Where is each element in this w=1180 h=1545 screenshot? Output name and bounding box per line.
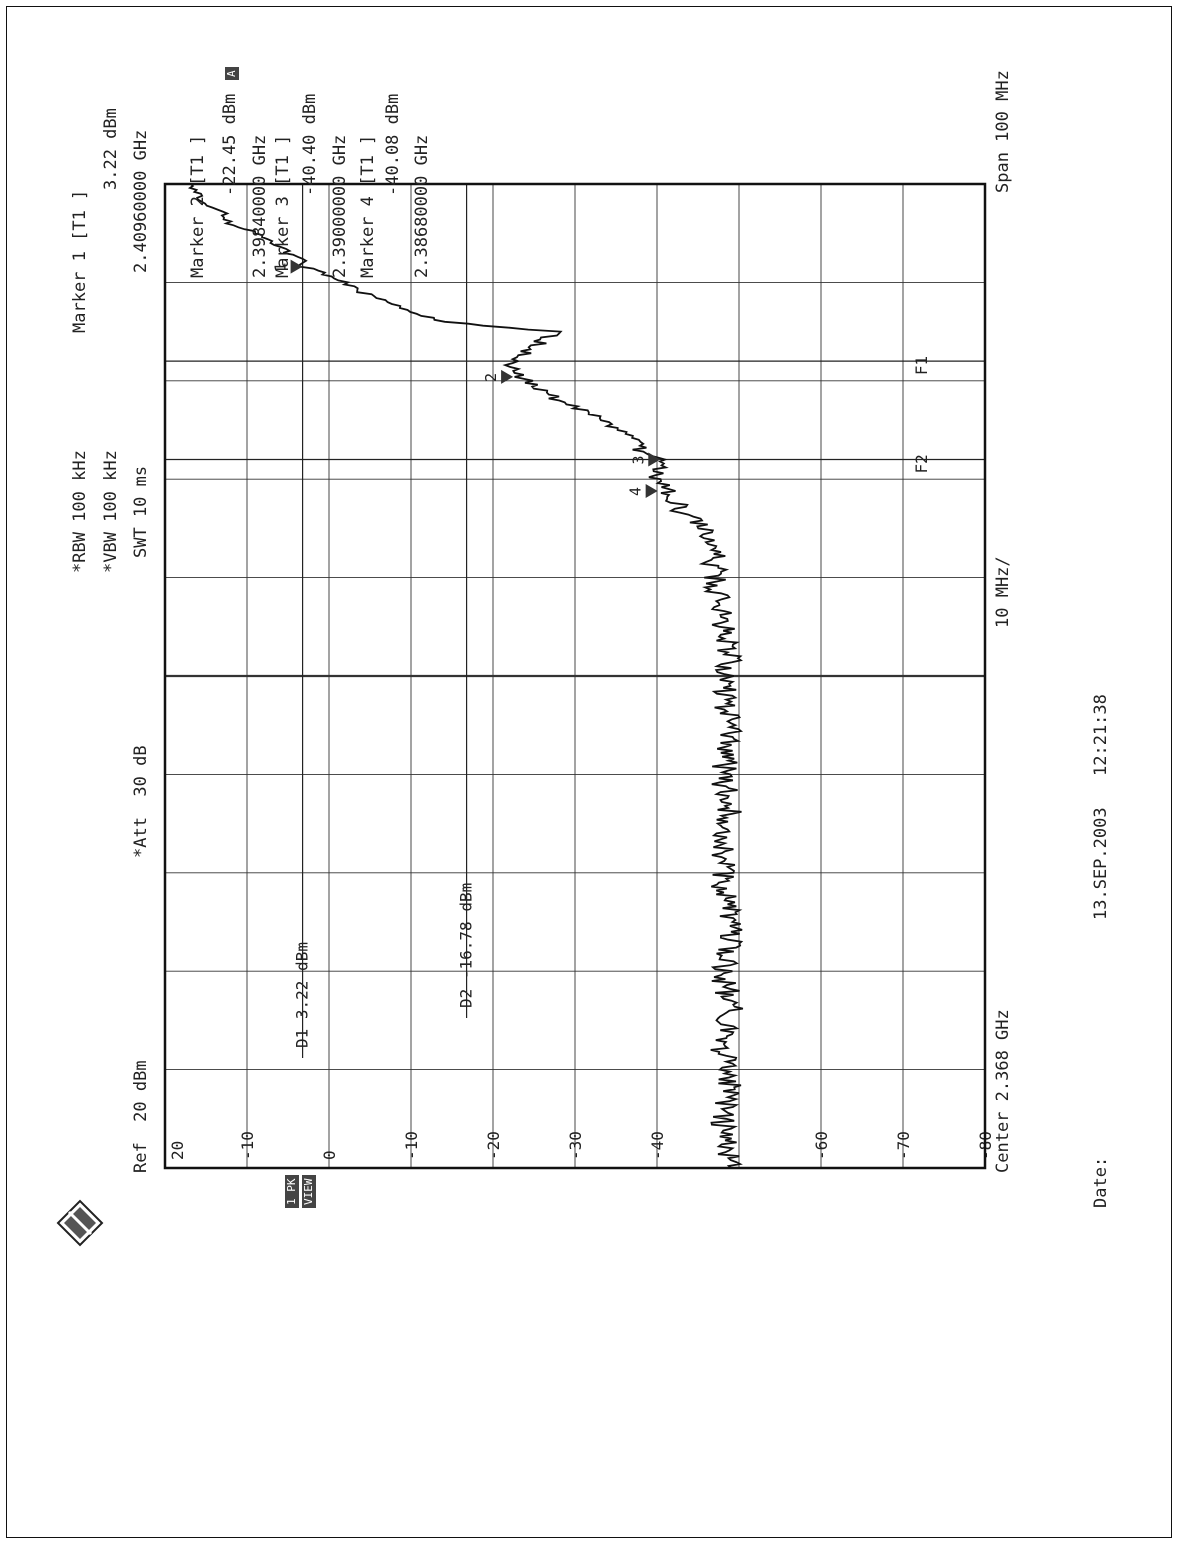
marker2-level: -22.45 dBm: [220, 93, 240, 196]
marker4-title: Marker 4 [T1 ]: [358, 134, 378, 278]
frequency-line-label: F1: [912, 356, 931, 375]
marker4-level: -40.08 dBm: [383, 93, 403, 196]
spectrum-trace: [187, 183, 744, 1169]
y-tick-label: 0: [320, 1150, 339, 1160]
date-value: 13.SEP.2003: [1091, 807, 1111, 920]
marker3-title: Marker 3 [T1 ]: [273, 134, 293, 278]
freq-per-div-label: 10 MHz/: [993, 556, 1013, 628]
y-tick-label: -20: [484, 1131, 503, 1160]
time-value: 12:21:38: [1091, 694, 1111, 776]
display-line-label: D1 3.22 dBm: [293, 942, 312, 1048]
marker-triangle: [648, 452, 661, 467]
center-freq-label: Center 2.368 GHz: [993, 1009, 1013, 1173]
display-lines: D1 3.22 dBm D2 -16.78 dBm: [293, 184, 476, 1058]
marker2-title: Marker 2 [T1 ]: [188, 134, 208, 278]
marker-number-label: 2: [482, 373, 500, 382]
y-tick-label: 20: [168, 1141, 187, 1160]
y-tick-label: -60: [812, 1131, 831, 1160]
marker-number-label: 1: [272, 263, 290, 272]
display-line-label: D2 -16.78 dBm: [457, 883, 476, 1008]
y-tick-labels: 20 -10 0 -10 -20 -30 -40 -60 -70 -80: [168, 1131, 995, 1160]
page-border: [6, 6, 1172, 1538]
rs-logo-icon: [56, 1199, 104, 1247]
marker3-level: -40.40 dBm: [300, 93, 320, 196]
marker4-freq: 2.38680000 GHz: [412, 134, 432, 278]
markers: 1 2 3 4: [272, 259, 661, 499]
frequency-lines: F1 F2: [165, 356, 985, 474]
y-tick-label: -30: [566, 1131, 585, 1160]
date-label: Date:: [1091, 1156, 1111, 1208]
y-tick-label: -10: [238, 1131, 257, 1160]
span-label: Span 100 MHz: [993, 70, 1013, 193]
marker-number-label: 3: [629, 455, 647, 464]
y-tick-label: -70: [894, 1131, 913, 1160]
y-tick-label: -10: [402, 1131, 421, 1160]
rotated-analyzer-printout: Ref 20 dBm *Att 30 dB *RBW 100 kHz *VBW …: [56, 67, 1111, 1247]
grid: [165, 184, 985, 1168]
marker-triangle: [645, 484, 658, 499]
plot-frame: [163, 182, 987, 1170]
marker3-freq: 2.39000000 GHz: [330, 134, 350, 278]
marker2-freq: 2.39840000 GHz: [250, 134, 270, 278]
spectrum-display: D1 3.22 dBm D2 -16.78 dBm F1 F2 1 2 3 4 20 -10…: [163, 182, 995, 1170]
marker-triangle: [290, 259, 303, 274]
marker-triangle: [501, 369, 514, 384]
marker-number-label: 4: [627, 487, 645, 496]
frequency-line-label: F2: [912, 454, 931, 473]
y-tick-label: -40: [648, 1131, 667, 1160]
